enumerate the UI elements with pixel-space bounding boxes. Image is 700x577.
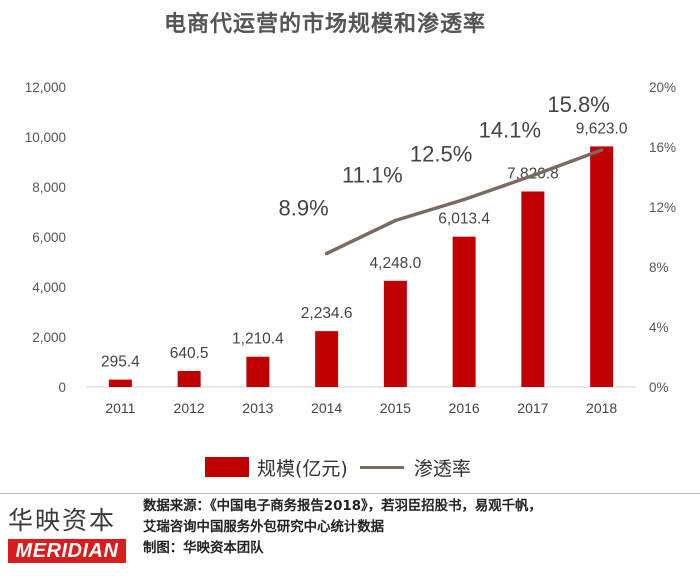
bar-data-label: 295.4 bbox=[101, 354, 140, 371]
y-right-tick-label: 20% bbox=[649, 80, 676, 95]
bar bbox=[521, 191, 545, 387]
line-point bbox=[531, 173, 535, 178]
legend-line-swatch bbox=[359, 465, 404, 469]
bar-data-label: 2,234.6 bbox=[301, 305, 353, 322]
x-axis-ticks: 2011 2012 2013 2014 2015 2016 2017 2018 bbox=[105, 400, 617, 416]
line-data-label: 8.9% bbox=[279, 196, 329, 221]
line-data-label: 12.5% bbox=[410, 142, 472, 167]
bar-data-label: 4,248.0 bbox=[370, 255, 422, 272]
brand-name-cn: 华映资本 bbox=[8, 506, 117, 535]
bar bbox=[108, 379, 132, 387]
y-left-tick-label: 8,000 bbox=[32, 180, 66, 195]
x-tick-label: 2015 bbox=[380, 400, 411, 416]
x-tick-label: 2016 bbox=[449, 400, 480, 416]
x-tick-label: 2017 bbox=[517, 400, 548, 416]
line-point bbox=[599, 148, 604, 152]
bar bbox=[452, 236, 476, 387]
footer-divider bbox=[0, 493, 700, 494]
bar bbox=[246, 356, 270, 387]
y-left-tick-label: 0 bbox=[58, 380, 66, 395]
line-series bbox=[324, 148, 604, 256]
line-data-label: 14.1% bbox=[479, 118, 541, 143]
line-data-label: 11.1% bbox=[342, 163, 403, 188]
bar bbox=[590, 146, 614, 387]
y-left-tick-label: 12,000 bbox=[25, 80, 66, 95]
legend: 规模(亿元) 渗透率 bbox=[205, 452, 471, 482]
y-right-tick-label: 8% bbox=[649, 260, 669, 275]
y-left-tick-label: 4,000 bbox=[32, 280, 66, 295]
legend-bar-swatch bbox=[205, 457, 249, 477]
x-tick-label: 2014 bbox=[311, 400, 342, 416]
y-left-tick-label: 2,000 bbox=[32, 330, 66, 345]
bar-data-label: 640.5 bbox=[170, 345, 209, 362]
source-line-1: 数据来源：《中国电子商务报告2018》，若羽臣招股书，易观千帆， bbox=[143, 499, 542, 514]
line-point bbox=[324, 251, 329, 256]
line-point bbox=[393, 218, 398, 223]
bar-series bbox=[108, 146, 614, 387]
legend-line-label: 渗透率 bbox=[413, 457, 471, 480]
brand-name-en: MERIDIAN bbox=[8, 539, 126, 563]
bar-data-label: 9,623.0 bbox=[576, 120, 628, 137]
source-notes: 数据来源：《中国电子商务报告2018》，若羽臣招股书，易观千帆， 艾瑞咨询中国服… bbox=[143, 496, 695, 559]
line-data-labels: 8.9% 11.1% 12.5% 14.1%15.8% bbox=[279, 92, 610, 221]
y-axis-left-ticks: 0 2,000 4,000 6,000 8,000 10,000 12,000 bbox=[25, 80, 66, 395]
y-right-tick-label: 16% bbox=[649, 140, 676, 155]
source-line-2: 艾瑞咨询中国服务外包研究中心统计数据 bbox=[143, 520, 385, 535]
bar bbox=[383, 280, 407, 387]
bar-data-labels: 295.4640.51,210.42,234.64,248.06,013.47,… bbox=[101, 120, 628, 370]
x-tick-label: 2012 bbox=[174, 400, 205, 416]
chart-title: 电商代运营的市场规模和渗透率 bbox=[163, 11, 486, 37]
bar bbox=[315, 331, 339, 387]
y-axis-right-ticks: 0% 4% 8% 12% 16% 20% bbox=[649, 80, 676, 395]
bar bbox=[177, 370, 201, 387]
y-left-tick-label: 10,000 bbox=[25, 130, 66, 145]
y-left-tick-label: 6,000 bbox=[32, 230, 66, 245]
chart-credit: 制图：华映资本团队 bbox=[143, 541, 264, 556]
y-right-tick-label: 12% bbox=[649, 200, 676, 215]
line-data-label: 15.8% bbox=[547, 92, 609, 117]
x-tick-label: 2013 bbox=[242, 400, 273, 416]
y-right-tick-label: 4% bbox=[649, 320, 669, 335]
y-right-tick-label: 0% bbox=[649, 380, 669, 395]
legend-bar-label: 规模(亿元) bbox=[257, 457, 348, 480]
line-point bbox=[462, 197, 466, 202]
chart-area: 0 2,000 4,000 6,000 8,000 10,000 12,000 0% 4% 8%… bbox=[25, 80, 676, 416]
x-tick-label: 2018 bbox=[586, 400, 617, 416]
x-tick-label: 2011 bbox=[105, 400, 135, 416]
bar-data-label: 1,210.4 bbox=[232, 331, 284, 348]
bar-data-label: 6,013.4 bbox=[438, 211, 490, 228]
brand-logo: 华映资本 MERIDIAN bbox=[8, 506, 130, 563]
